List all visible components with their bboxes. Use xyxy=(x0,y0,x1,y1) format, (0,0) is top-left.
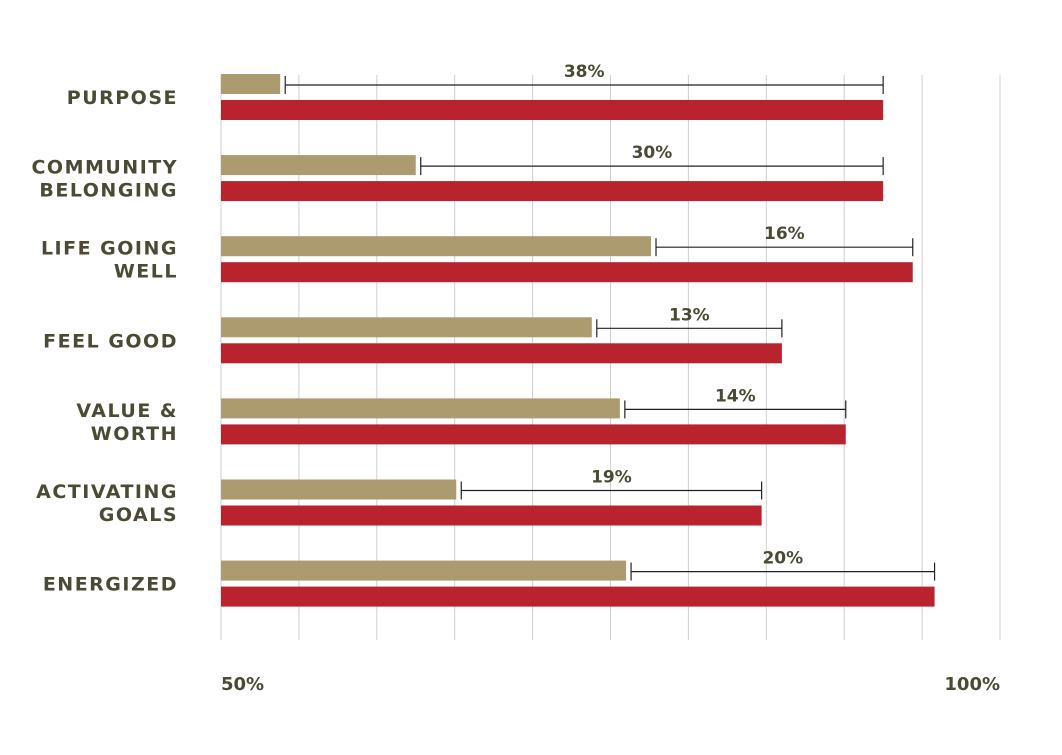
difference-bracket xyxy=(630,562,936,581)
difference-bracket xyxy=(420,157,884,176)
x-tick-label-min: 50% xyxy=(221,674,264,695)
category-label: WELL xyxy=(114,261,178,283)
category-label: PURPOSE xyxy=(67,87,178,109)
bar-series-1 xyxy=(221,560,627,581)
bar-series-2 xyxy=(221,424,846,445)
difference-bracket xyxy=(624,400,847,419)
bar-series-2 xyxy=(221,262,913,283)
difference-bracket xyxy=(460,481,763,500)
bar-series-1 xyxy=(221,74,281,94)
x-tick-label-max: 100% xyxy=(944,674,1000,695)
category-label: WORTH xyxy=(91,423,178,445)
bar-series-1 xyxy=(221,155,416,176)
category-label: LIFE GOING xyxy=(41,238,178,260)
difference-label: 13% xyxy=(669,305,710,325)
category-label: ACTIVATING xyxy=(36,481,178,503)
difference-label: 16% xyxy=(764,224,805,244)
category-label: VALUE & xyxy=(76,400,178,422)
bar-series-1 xyxy=(221,317,592,338)
difference-label: 14% xyxy=(715,386,756,406)
category-label: FEEL GOOD xyxy=(43,330,178,352)
difference-label: 19% xyxy=(591,468,632,488)
difference-label: 20% xyxy=(762,549,803,569)
category-label: BELONGING xyxy=(39,180,178,202)
difference-bracket xyxy=(655,238,914,257)
bar-series-1 xyxy=(221,236,652,257)
bar-series-1 xyxy=(221,479,457,500)
bar-series-2 xyxy=(221,100,884,120)
bar-series-2 xyxy=(221,343,782,364)
difference-bracket xyxy=(596,319,783,338)
category-label: COMMUNITY xyxy=(31,157,178,179)
bar-series-2 xyxy=(221,586,935,607)
difference-brackets: 38% 30% 16% 13% 14% 19% 20% xyxy=(284,62,936,581)
category-label: GOALS xyxy=(99,504,178,526)
category-label: ENERGIZED xyxy=(43,574,178,596)
bar-series-2 xyxy=(221,505,762,526)
difference-label: 38% xyxy=(564,62,605,82)
bar-series-1 xyxy=(221,398,620,419)
difference-label: 30% xyxy=(632,143,673,163)
difference-bracket xyxy=(284,76,884,94)
bar-series-2 xyxy=(221,181,884,202)
bars xyxy=(221,74,935,607)
